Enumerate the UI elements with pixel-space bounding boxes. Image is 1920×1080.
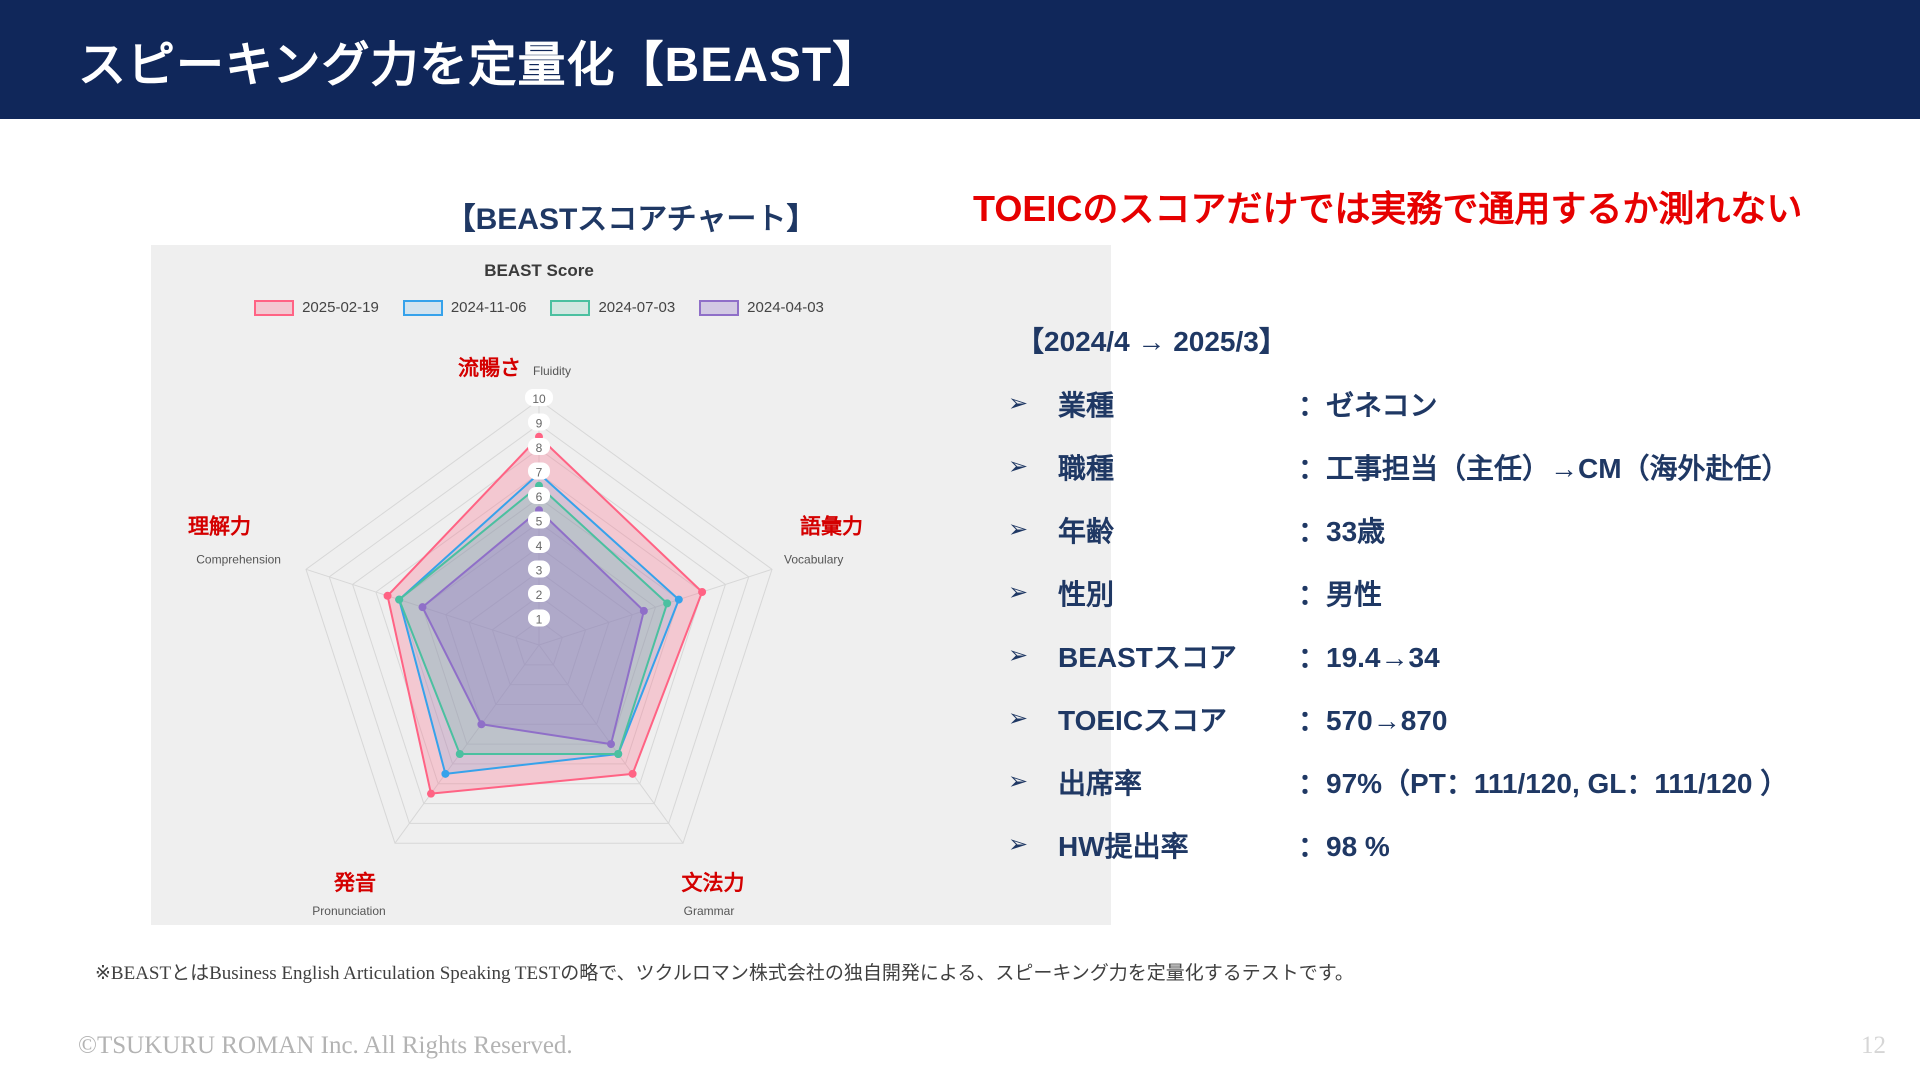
legend-label: 2025-02-19: [302, 299, 379, 316]
bullet-arrow-icon: ➢: [1008, 390, 1029, 417]
bullet-label: 出席率: [1058, 767, 1143, 799]
svg-text:Comprehension: Comprehension: [196, 552, 281, 566]
bullet-arrow-icon: ➢: [1008, 705, 1029, 732]
bullet-arrow-icon: ➢: [1008, 831, 1029, 858]
bullet-row: ➢ HW提出率 ：98 %: [1008, 813, 1908, 876]
legend-item: 2024-07-03: [550, 299, 675, 316]
bullet-value: ：19.4→34: [1298, 641, 1440, 673]
svg-text:10: 10: [532, 392, 546, 406]
svg-text:7: 7: [536, 466, 543, 480]
bullet-row: ➢ TOEICスコア ：570→870: [1008, 687, 1908, 750]
svg-text:2: 2: [536, 588, 543, 602]
chart-heading: BEAST Score: [484, 261, 594, 280]
bullet-row: ➢ 業種 ：ゼネコン: [1008, 372, 1908, 435]
legend-label: 2024-04-03: [747, 299, 824, 316]
bullet-arrow-icon: ➢: [1008, 516, 1029, 543]
bullet-row: ➢ BEASTスコア ：19.4→34: [1008, 624, 1908, 687]
bullet-value: ：工事担当（主任）→CM（海外赴任）: [1298, 452, 1790, 484]
period-label: 【2024/4 → 2025/3】: [1016, 326, 1287, 357]
chart-section-title: 【BEASTスコアチャート】: [445, 203, 817, 236]
legend-item: 2024-04-03: [699, 299, 824, 316]
bullet-row: ➢ 性別 ：男性: [1008, 561, 1908, 624]
bullet-row: ➢ 出席率 ：97%（PT：111/120, GL：111/120 ）: [1008, 750, 1908, 813]
bullet-row: ➢ 職種 ：工事担当（主任）→CM（海外赴任）: [1008, 435, 1908, 498]
legend-label: 2024-07-03: [598, 299, 676, 316]
bullet-label: TOEICスコア: [1058, 704, 1228, 736]
legend-swatch: [402, 299, 443, 316]
bullet-label: BEASTスコア: [1058, 641, 1237, 673]
legend-swatch: [550, 299, 591, 316]
bullet-value: ：97%（PT：111/120, GL：111/120 ）: [1298, 767, 1789, 799]
slide-header: スピーキング力を定量化【BEAST】: [0, 0, 1920, 119]
legend-label: 2024-11-06: [450, 299, 527, 316]
bullet-label: 年齢: [1058, 515, 1115, 547]
svg-text:8: 8: [536, 441, 543, 455]
footnote: ※BEASTとはBusiness English Articulation Sp…: [95, 963, 1354, 984]
legend-swatch: [699, 299, 740, 316]
bullet-label: 業種: [1058, 389, 1115, 421]
svg-text:文法力: 文法力: [682, 871, 745, 895]
bullet-arrow-icon: ➢: [1008, 642, 1029, 669]
headline: TOEICのスコアだけでは実務で通用するか測れない: [973, 188, 1803, 229]
svg-text:Grammar: Grammar: [684, 904, 735, 918]
page-number: 12: [1861, 1032, 1886, 1059]
copyright: ©TSUKURU ROMAN Inc. All Rights Reserved.: [78, 1032, 573, 1059]
svg-text:1: 1: [536, 613, 543, 627]
bullet-value: ：33歳: [1298, 515, 1386, 547]
svg-text:Pronunciation: Pronunciation: [312, 904, 385, 918]
svg-text:流暢さ: 流暢さ: [458, 356, 521, 380]
svg-text:6: 6: [536, 490, 543, 504]
svg-text:Vocabulary: Vocabulary: [784, 552, 843, 566]
bullet-value: ：570→870: [1298, 704, 1448, 736]
legend-item: 2025-02-19: [254, 299, 379, 316]
beast-score-chart-panel: BEAST Score 2025-02-19 2024-11-06 2024-0…: [151, 245, 1111, 925]
bullet-value: ：ゼネコン: [1298, 389, 1438, 421]
svg-text:理解力: 理解力: [188, 514, 251, 538]
bullet-label: 職種: [1058, 452, 1115, 484]
svg-text:5: 5: [536, 515, 543, 529]
bullet-row: ➢ 年齢 ：33歳: [1008, 498, 1908, 561]
svg-text:Fluidity: Fluidity: [533, 364, 571, 378]
slide-title: スピーキング力を定量化【BEAST】: [78, 38, 882, 92]
chart-legend: 2025-02-19 2024-11-06 2024-07-03 2024-04…: [151, 299, 927, 316]
svg-text:3: 3: [536, 564, 543, 578]
svg-text:4: 4: [536, 539, 543, 553]
bullet-list: ➢ 業種 ：ゼネコン ➢ 職種 ：工事担当（主任）→CM（海外赴任） ➢ 年齢 …: [1008, 372, 1908, 876]
bullet-arrow-icon: ➢: [1008, 768, 1029, 795]
svg-text:語彙力: 語彙力: [800, 514, 863, 538]
radar-chart: 1 2 3 4 5 6 7 8 9 10 流暢さ Fluidity 語彙力 Vocabulary 文法力 Gr…: [188, 356, 863, 918]
bullet-value: ：98 %: [1298, 830, 1390, 862]
bullet-label: 性別: [1058, 578, 1115, 610]
bullet-label: HW提出率: [1058, 830, 1189, 862]
legend-swatch: [254, 299, 295, 316]
svg-text:9: 9: [536, 417, 543, 431]
legend-item: 2024-11-06: [402, 299, 527, 316]
bullet-arrow-icon: ➢: [1008, 579, 1029, 606]
svg-text:発音: 発音: [333, 871, 376, 895]
bullet-value: ：男性: [1298, 578, 1383, 610]
bullet-arrow-icon: ➢: [1008, 453, 1029, 480]
